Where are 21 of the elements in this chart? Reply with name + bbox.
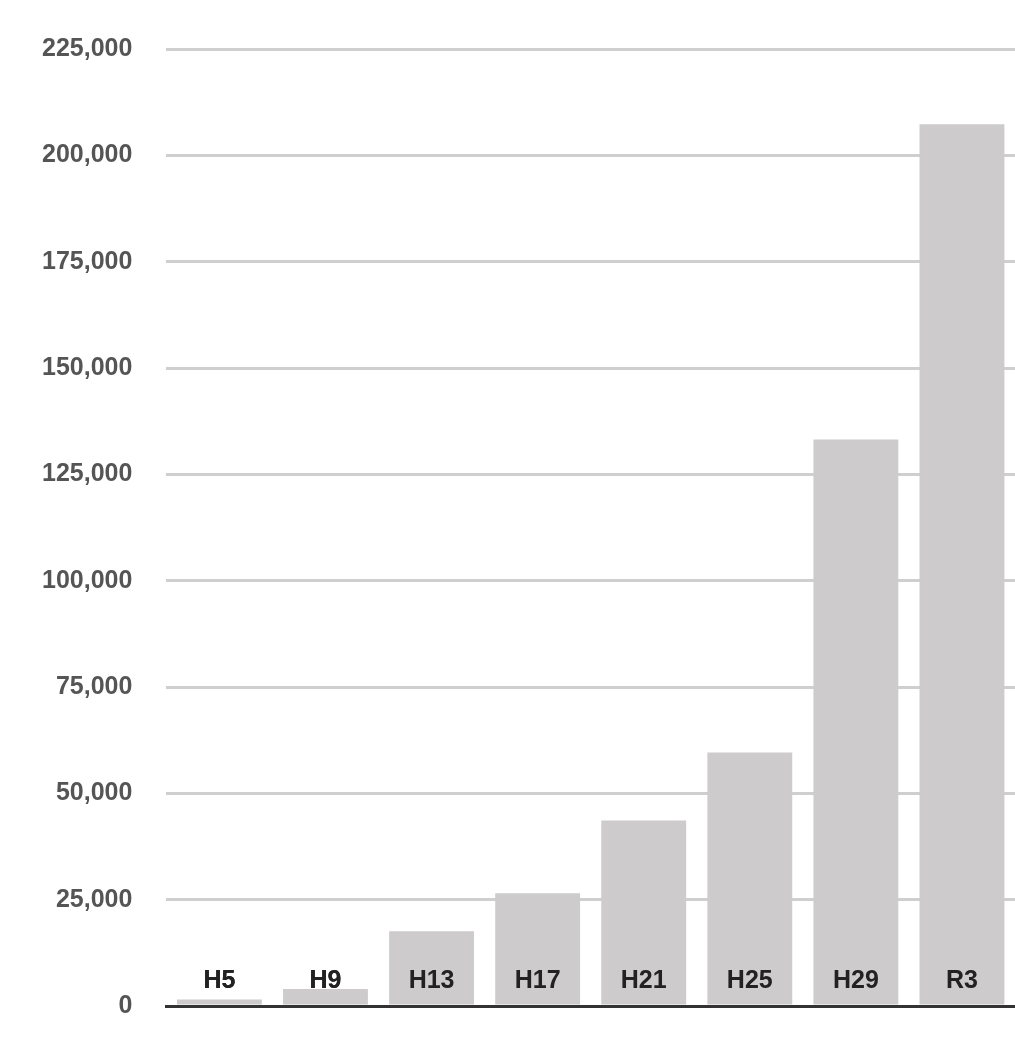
y-tick-label: 125,000: [41, 458, 133, 487]
bar: [389, 931, 474, 1005]
y-tick-label: 100,000: [41, 564, 133, 593]
x-tick-label: H25: [726, 964, 773, 993]
y-tick-label: 200,000: [41, 139, 133, 168]
y-tick-label: 225,000: [41, 32, 133, 61]
x-tick-label: H5: [203, 964, 236, 993]
x-tick-label: H29: [832, 964, 879, 993]
y-tick-label: 50,000: [55, 777, 133, 806]
bar: [176, 999, 262, 1005]
y-tick-label: 0: [118, 989, 133, 1018]
x-tick-label: R3: [945, 964, 978, 993]
x-tick-label: H13: [408, 964, 455, 993]
y-tick-label: 25,000: [55, 883, 133, 912]
x-tick-label: H21: [620, 964, 667, 993]
y-tick-label: 175,000: [41, 245, 133, 274]
x-tick-label: H9: [309, 964, 342, 993]
x-tick-label: H17: [514, 964, 561, 993]
y-tick-label: 75,000: [55, 670, 133, 699]
bar: [283, 988, 368, 1005]
y-tick-label: 150,000: [41, 351, 133, 380]
